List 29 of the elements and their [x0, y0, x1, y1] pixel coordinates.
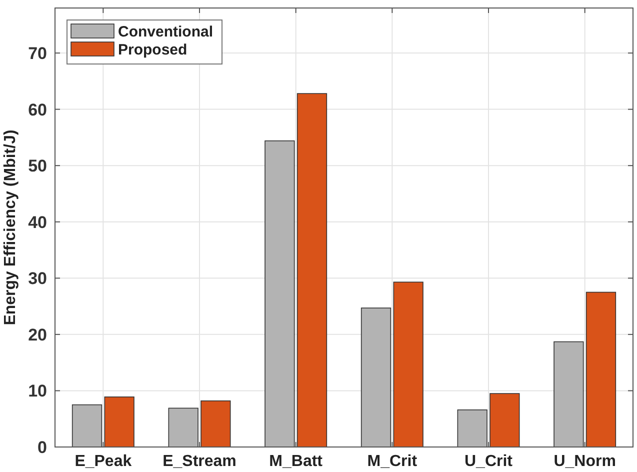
- bar: [393, 282, 424, 448]
- y-tick-label: 50: [28, 156, 47, 176]
- bar: [586, 292, 616, 448]
- y-tick-label: 60: [28, 100, 47, 120]
- bar: [200, 400, 231, 448]
- bar: [168, 408, 198, 448]
- y-tick-label: 40: [28, 212, 47, 232]
- bar: [490, 393, 520, 448]
- y-tick-label: 10: [28, 382, 47, 401]
- bar: [104, 396, 134, 448]
- y-tick-label: 70: [28, 44, 47, 63]
- x-tick-label: M_Crit: [367, 453, 418, 470]
- y-tick-label: 0: [38, 438, 47, 457]
- bar: [296, 93, 328, 448]
- x-tick-label: E_Stream: [162, 453, 236, 470]
- bar: [554, 341, 584, 448]
- x-tick-label: M_Batt: [269, 453, 324, 470]
- y-axis-title: Energy Efficiency (Mbit/J): [2, 130, 19, 326]
- y-tick-label: 20: [28, 325, 47, 344]
- legend-label: Conventional: [118, 23, 214, 40]
- x-tick-label: E_Peak: [74, 453, 132, 470]
- x-tick-label: U_Norm: [554, 453, 616, 470]
- bar: [72, 404, 102, 448]
- x-tick-label: U_Crit: [464, 453, 514, 470]
- bar: [457, 409, 488, 448]
- bar: [360, 308, 392, 448]
- y-tick-label: 30: [28, 269, 47, 288]
- legend-label: Proposed: [118, 41, 188, 58]
- bar: [264, 140, 295, 448]
